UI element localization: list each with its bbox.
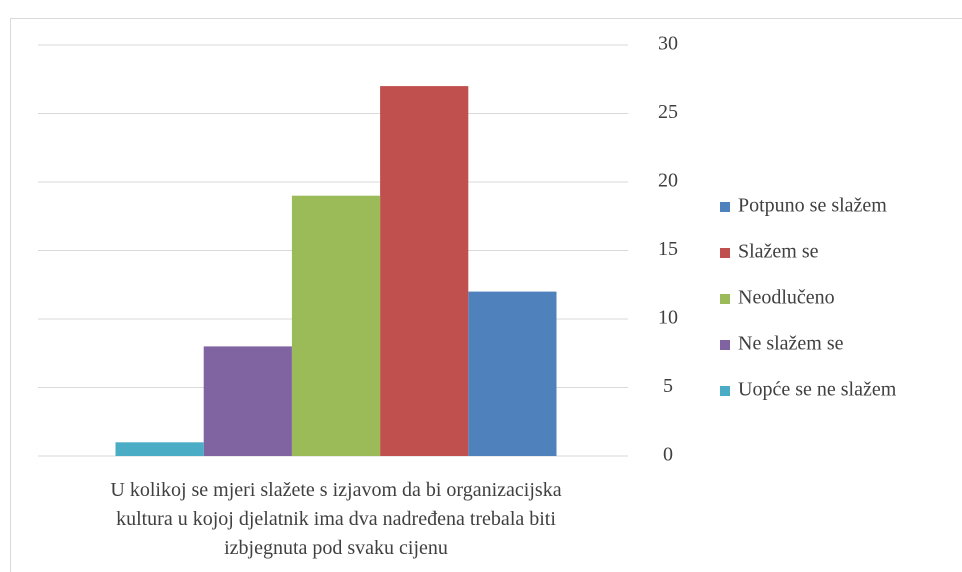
legend-label: Neodlučeno	[738, 287, 835, 309]
legend-swatch	[720, 202, 730, 212]
legend-label: Ne slažem se	[738, 333, 844, 355]
y-tick-label: 5	[663, 375, 673, 397]
y-tick-label: 15	[658, 238, 678, 260]
bar	[115, 442, 204, 456]
legend-swatch	[720, 386, 730, 396]
y-tick-label: 30	[658, 33, 678, 55]
legend-swatch	[720, 294, 730, 304]
y-tick-label: 25	[658, 101, 678, 123]
y-tick-label: 0	[663, 444, 673, 466]
y-tick-label: 20	[658, 170, 678, 192]
bar	[203, 346, 292, 456]
category-label: U kolikoj se mjeri slažete s izjavom da …	[110, 479, 562, 559]
legend-label: Potpuno se slažem	[738, 195, 887, 217]
legend-label: Slažem se	[738, 241, 819, 263]
bar	[291, 195, 381, 456]
y-tick-label: 10	[658, 307, 678, 329]
legend-swatch	[720, 248, 730, 258]
bar	[468, 291, 557, 456]
chart-frame	[10, 18, 962, 572]
legend-swatch	[720, 340, 730, 350]
legend-label: Uopće se ne slažem	[738, 379, 897, 401]
bar	[380, 86, 469, 456]
